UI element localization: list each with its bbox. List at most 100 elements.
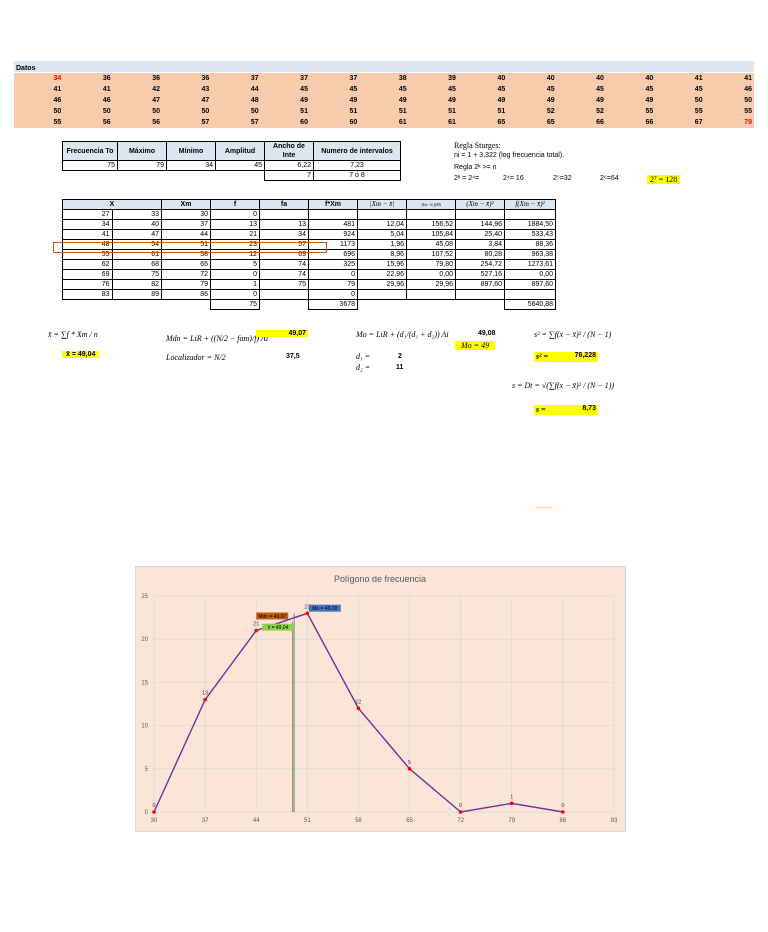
- freq-cell[interactable]: 0: [210, 209, 260, 220]
- datos-cell[interactable]: 49: [349, 97, 358, 104]
- freq-cell[interactable]: 22,96: [357, 269, 407, 280]
- datos-cell[interactable]: 60: [300, 119, 308, 126]
- freq-cell[interactable]: 1884,50: [504, 219, 556, 230]
- datos-cell[interactable]: 36: [152, 75, 160, 82]
- freq-cell[interactable]: 65: [161, 259, 211, 270]
- freq-cell[interactable]: 79: [308, 279, 358, 290]
- datos-cell[interactable]: 51: [497, 108, 506, 115]
- freq-cell[interactable]: 82: [111, 279, 162, 290]
- localizador-value[interactable]: 37,5: [286, 353, 300, 360]
- datos-cell[interactable]: 48: [250, 97, 259, 104]
- freq-cell[interactable]: 897,60: [455, 279, 505, 290]
- freq-cell[interactable]: 963,38: [504, 249, 556, 260]
- datos-cell[interactable]: 49: [546, 97, 555, 104]
- datos-cell[interactable]: 66: [596, 119, 604, 126]
- datos-cell[interactable]: 50: [250, 108, 259, 115]
- datos-cell[interactable]: 45: [645, 86, 654, 93]
- freq-cell[interactable]: 0: [210, 269, 260, 280]
- freq-cell[interactable]: 62: [62, 259, 113, 270]
- datos-cell[interactable]: 50: [694, 97, 703, 104]
- freq-cell[interactable]: 79,80: [406, 259, 456, 270]
- datos-cell[interactable]: 49: [398, 97, 407, 104]
- datos-cell[interactable]: 47: [152, 97, 160, 104]
- freq-cell[interactable]: 897,60: [504, 279, 556, 290]
- datos-cell[interactable]: 40: [497, 75, 506, 82]
- datos-cell[interactable]: 49: [497, 97, 506, 104]
- freq-cell[interactable]: 5: [210, 259, 260, 270]
- freq-cell[interactable]: 254,72: [455, 259, 505, 270]
- total-squares[interactable]: 5640,88: [504, 299, 556, 310]
- datos-cell[interactable]: 47: [201, 97, 210, 104]
- datos-cell[interactable]: 56: [102, 119, 111, 126]
- freq-cell[interactable]: 21: [210, 229, 260, 240]
- freq-cell[interactable]: 76: [62, 279, 113, 290]
- freq-cell[interactable]: 1273,61: [504, 259, 556, 270]
- datos-cell[interactable]: 37: [349, 75, 358, 82]
- datos-cell[interactable]: 61: [398, 119, 407, 126]
- freq-cell[interactable]: 27: [62, 209, 113, 220]
- intervals-rounded[interactable]: 7 ó 8: [313, 170, 401, 181]
- d2-value[interactable]: 11: [396, 364, 404, 371]
- summary-cell[interactable]: 7,23: [313, 160, 401, 171]
- datos-cell[interactable]: 52: [546, 108, 555, 115]
- freq-cell[interactable]: 47: [111, 229, 162, 240]
- datos-cell[interactable]: 46: [744, 86, 752, 93]
- freq-cell[interactable]: 1: [210, 279, 260, 290]
- datos-cell[interactable]: 52: [596, 108, 604, 115]
- freq-cell[interactable]: [455, 289, 505, 300]
- freq-cell[interactable]: 45,08: [406, 239, 456, 250]
- datos-cell[interactable]: 55: [744, 108, 752, 115]
- freq-cell[interactable]: [308, 209, 358, 220]
- datos-cell[interactable]: 41: [744, 75, 752, 82]
- freq-cell[interactable]: 5,04: [357, 229, 407, 240]
- summary-cell[interactable]: 6,22: [264, 160, 314, 171]
- freq-cell[interactable]: 30: [161, 209, 211, 220]
- freq-cell[interactable]: [406, 209, 456, 220]
- freq-cell[interactable]: 75: [111, 269, 162, 280]
- datos-cell[interactable]: 51: [349, 108, 358, 115]
- datos-cell[interactable]: 38: [398, 75, 407, 82]
- datos-cell[interactable]: 50: [744, 97, 752, 104]
- ancho-rounded[interactable]: 7: [264, 170, 314, 181]
- mean-value[interactable]: x̄ = 49,04: [62, 351, 100, 358]
- freq-cell[interactable]: 34: [62, 219, 113, 230]
- mode-value[interactable]: 49,08: [478, 330, 496, 337]
- datos-cell[interactable]: 79: [744, 119, 752, 126]
- freq-cell[interactable]: 74: [259, 259, 309, 270]
- freq-cell[interactable]: [357, 209, 407, 220]
- freq-cell[interactable]: 29,96: [357, 279, 407, 290]
- freq-cell[interactable]: 88,36: [504, 239, 556, 250]
- datos-cell[interactable]: 45: [300, 86, 308, 93]
- datos-cell[interactable]: 50: [201, 108, 210, 115]
- freq-cell[interactable]: 12,04: [357, 219, 407, 230]
- freq-cell[interactable]: 72: [161, 269, 211, 280]
- datos-cell[interactable]: 41: [694, 75, 703, 82]
- freq-cell[interactable]: 79: [161, 279, 211, 290]
- freq-cell[interactable]: 40: [111, 219, 162, 230]
- total-fxm[interactable]: 3678: [308, 299, 358, 310]
- datos-cell[interactable]: 45: [596, 86, 604, 93]
- freq-cell[interactable]: 75: [259, 279, 309, 290]
- datos-cell[interactable]: 37: [250, 75, 259, 82]
- datos-cell[interactable]: 51: [300, 108, 308, 115]
- datos-cell[interactable]: 36: [102, 75, 111, 82]
- datos-cell[interactable]: 56: [152, 119, 160, 126]
- datos-cell[interactable]: 50: [102, 108, 111, 115]
- datos-cell[interactable]: 51: [398, 108, 407, 115]
- datos-cell[interactable]: 46: [53, 97, 62, 104]
- d1-value[interactable]: 2: [398, 353, 402, 360]
- freq-cell[interactable]: [504, 289, 556, 300]
- freq-cell[interactable]: 86: [161, 289, 211, 300]
- freq-cell[interactable]: 29,96: [406, 279, 456, 290]
- freq-cell[interactable]: 481: [308, 219, 358, 230]
- datos-cell[interactable]: 43: [201, 86, 210, 93]
- frequency-polygon-chart[interactable]: Polígono de frecuencia 0 5 10 15 20 25 30 37 44 5…: [135, 566, 626, 832]
- freq-cell[interactable]: 13: [259, 219, 309, 230]
- freq-cell[interactable]: 13: [210, 219, 260, 230]
- freq-cell[interactable]: 533,43: [504, 229, 556, 240]
- freq-cell[interactable]: 25,40: [455, 229, 505, 240]
- datos-cell[interactable]: 61: [448, 119, 456, 126]
- freq-cell[interactable]: 0: [308, 289, 358, 300]
- freq-cell[interactable]: 44: [161, 229, 211, 240]
- freq-cell[interactable]: 105,84: [406, 229, 456, 240]
